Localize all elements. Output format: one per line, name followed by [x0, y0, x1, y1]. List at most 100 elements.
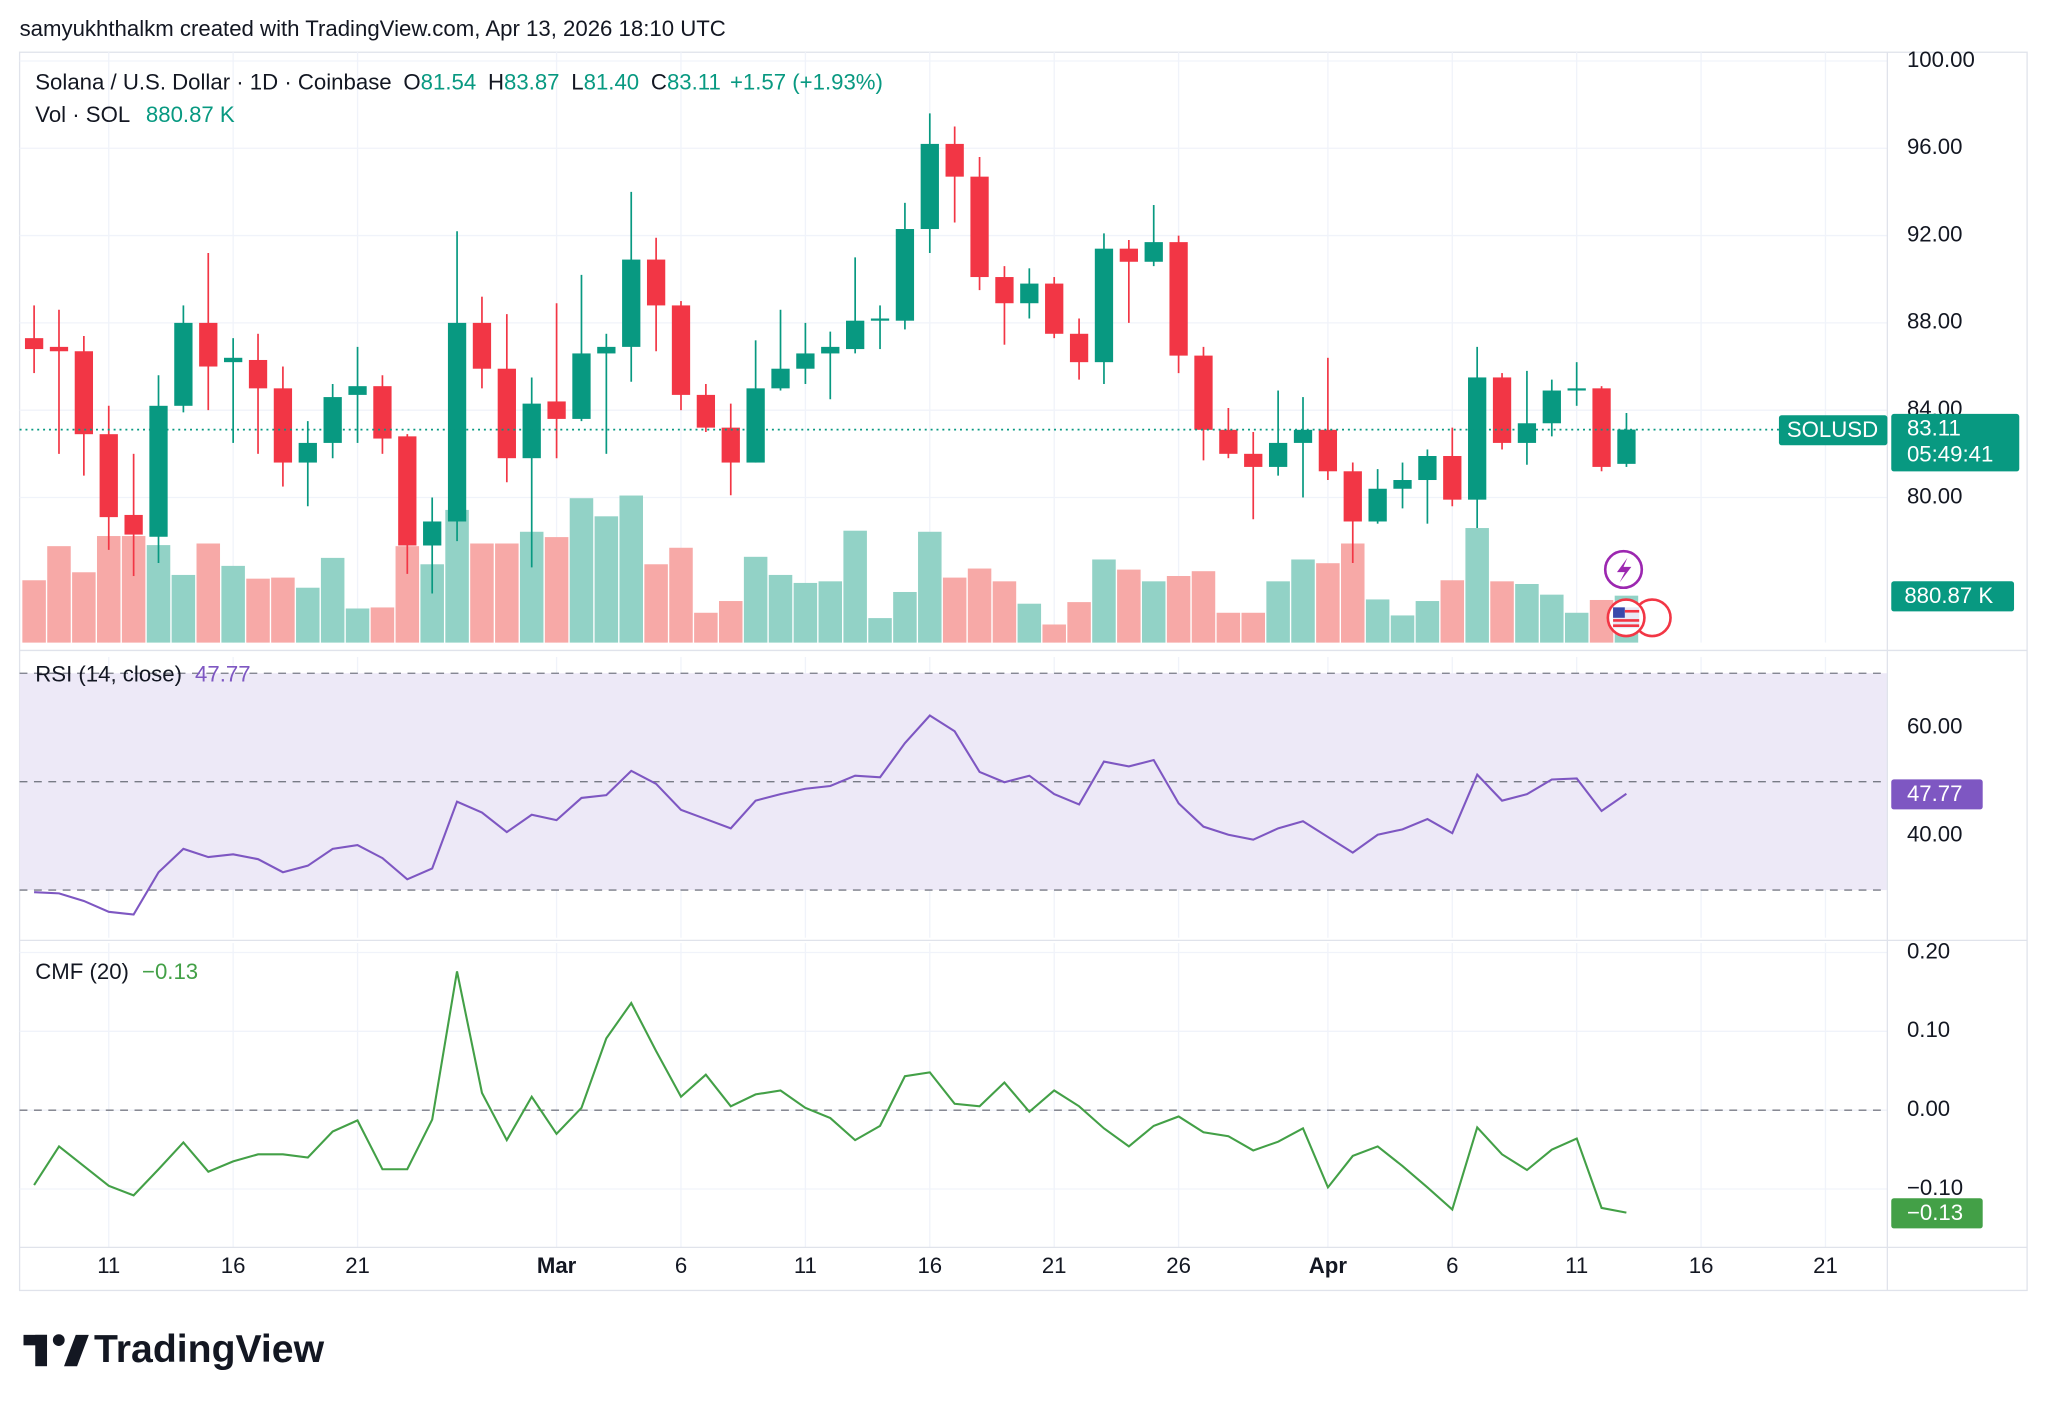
candle-body: [1418, 456, 1437, 481]
candle-body: [1169, 242, 1188, 356]
volume-bar: [893, 591, 917, 643]
volume-bar: [1589, 599, 1614, 643]
x-tick-label: 21: [1813, 1253, 1838, 1278]
volume-bar: [768, 574, 793, 643]
candle-body: [771, 368, 790, 389]
candle-body: [721, 427, 740, 463]
candle-body: [373, 386, 392, 439]
volume-bar: [569, 498, 594, 643]
volume-bar: [918, 531, 942, 643]
candle-body: [597, 346, 616, 354]
volume-bar: [370, 607, 395, 643]
y-tick-label: 92.00: [1907, 221, 1963, 246]
volume-bar: [818, 581, 843, 643]
x-tick-label: 21: [345, 1253, 370, 1278]
volume-bar: [320, 557, 345, 643]
legend-low: 81.40: [584, 69, 640, 94]
candle-body: [199, 322, 218, 367]
volume-legend: Vol · SOL 880.87 K: [35, 102, 235, 127]
volume-bar: [1166, 576, 1191, 643]
logo-mark: [35, 1334, 48, 1367]
volume-tag-label: 880.87 K: [1904, 583, 1993, 608]
grid-layer: [19, 52, 1888, 1248]
volume-bar: [221, 565, 245, 643]
volume-bar: [743, 556, 768, 643]
volume-bar: [1341, 543, 1365, 643]
volume-bar: [345, 608, 370, 643]
candle-body: [1094, 248, 1114, 363]
y-tick-label: 0.10: [1907, 1017, 1950, 1042]
x-tick-label: 16: [1689, 1253, 1714, 1278]
volume-bar: [1092, 559, 1116, 643]
legend-close-key: C: [651, 69, 667, 94]
candle-body: [1592, 388, 1611, 467]
x-tick-label: 16: [917, 1253, 942, 1278]
x-tick-label: 16: [221, 1253, 246, 1278]
volume-bar: [72, 572, 96, 643]
candle-body: [447, 322, 467, 522]
volume-bar: [694, 612, 718, 643]
y-tick-label: 96.00: [1907, 134, 1963, 159]
candle-body: [746, 388, 765, 463]
x-tick-label: 6: [675, 1253, 687, 1278]
volume-tag: [1891, 581, 2015, 612]
candle-body: [1144, 242, 1163, 262]
volume-bar: [1515, 583, 1539, 643]
candle-body: [895, 229, 915, 321]
candle-body: [920, 143, 939, 230]
price-legend: Solana / U.S. Dollar · 1D · Coinbase O81.…: [35, 69, 883, 94]
countdown-label: 05:49:41: [1907, 442, 1993, 467]
candle-body: [49, 346, 69, 352]
x-tick-label: 21: [1042, 1253, 1067, 1278]
volume-bar: [868, 618, 892, 643]
volume-bar: [22, 580, 46, 643]
cmf-title: CMF (20): [35, 959, 129, 984]
volume-bar: [1490, 581, 1514, 643]
indicator-line: [34, 714, 1627, 916]
candle-body: [646, 259, 666, 306]
y-tick-label: 0.20: [1907, 938, 1950, 963]
value-tag: [1891, 779, 1983, 810]
volume-bar: [967, 568, 992, 643]
volume-bar: [121, 536, 146, 643]
volume-bar: [942, 577, 967, 643]
candle-body: [1443, 456, 1462, 500]
volume-bar: [1266, 581, 1290, 643]
candle-body: [970, 176, 989, 278]
rsi-legend: RSI (14, close) 47.77: [35, 661, 250, 686]
candle-body: [796, 353, 815, 369]
volume-bar: [1316, 563, 1340, 643]
candle-body: [348, 386, 367, 395]
volume-bar: [495, 543, 519, 643]
candle-body: [1219, 429, 1238, 454]
candle-body: [1567, 388, 1586, 391]
volume-bar: [1141, 581, 1166, 643]
volume-bar: [1117, 569, 1141, 643]
cmf-legend-value: −0.13: [142, 959, 198, 984]
volume-bar: [669, 547, 693, 643]
logo-mark: [52, 1334, 65, 1346]
candle-body: [696, 394, 716, 428]
price-tag-label: 83.11: [1907, 415, 1961, 440]
logo-mark: [64, 1334, 89, 1367]
legend-change: +1.57 (+1.93%): [730, 69, 883, 94]
candle-body: [1393, 480, 1412, 489]
symbol-tag-label: SOLUSD: [1787, 417, 1878, 442]
volume-bar: [420, 564, 444, 643]
volume-bar: [470, 543, 494, 643]
price-tag: [1891, 413, 2020, 472]
candle-body: [248, 359, 268, 389]
candle-body: [1368, 488, 1387, 522]
x-tick-label: Mar: [537, 1253, 577, 1278]
volume-bar: [1390, 615, 1415, 643]
x-tick-label: 11: [1565, 1253, 1588, 1278]
candle-body: [671, 305, 691, 395]
candle-body: [1119, 248, 1138, 262]
symbol-tag: [1778, 415, 1888, 446]
logo-mark: [23, 1334, 48, 1346]
volume-bar: [1540, 594, 1564, 643]
volume-bar: [619, 495, 643, 643]
candle-body: [174, 322, 193, 406]
candle-body: [149, 405, 168, 537]
header-title: samyukhthalkm created with TradingView.c…: [20, 16, 726, 41]
